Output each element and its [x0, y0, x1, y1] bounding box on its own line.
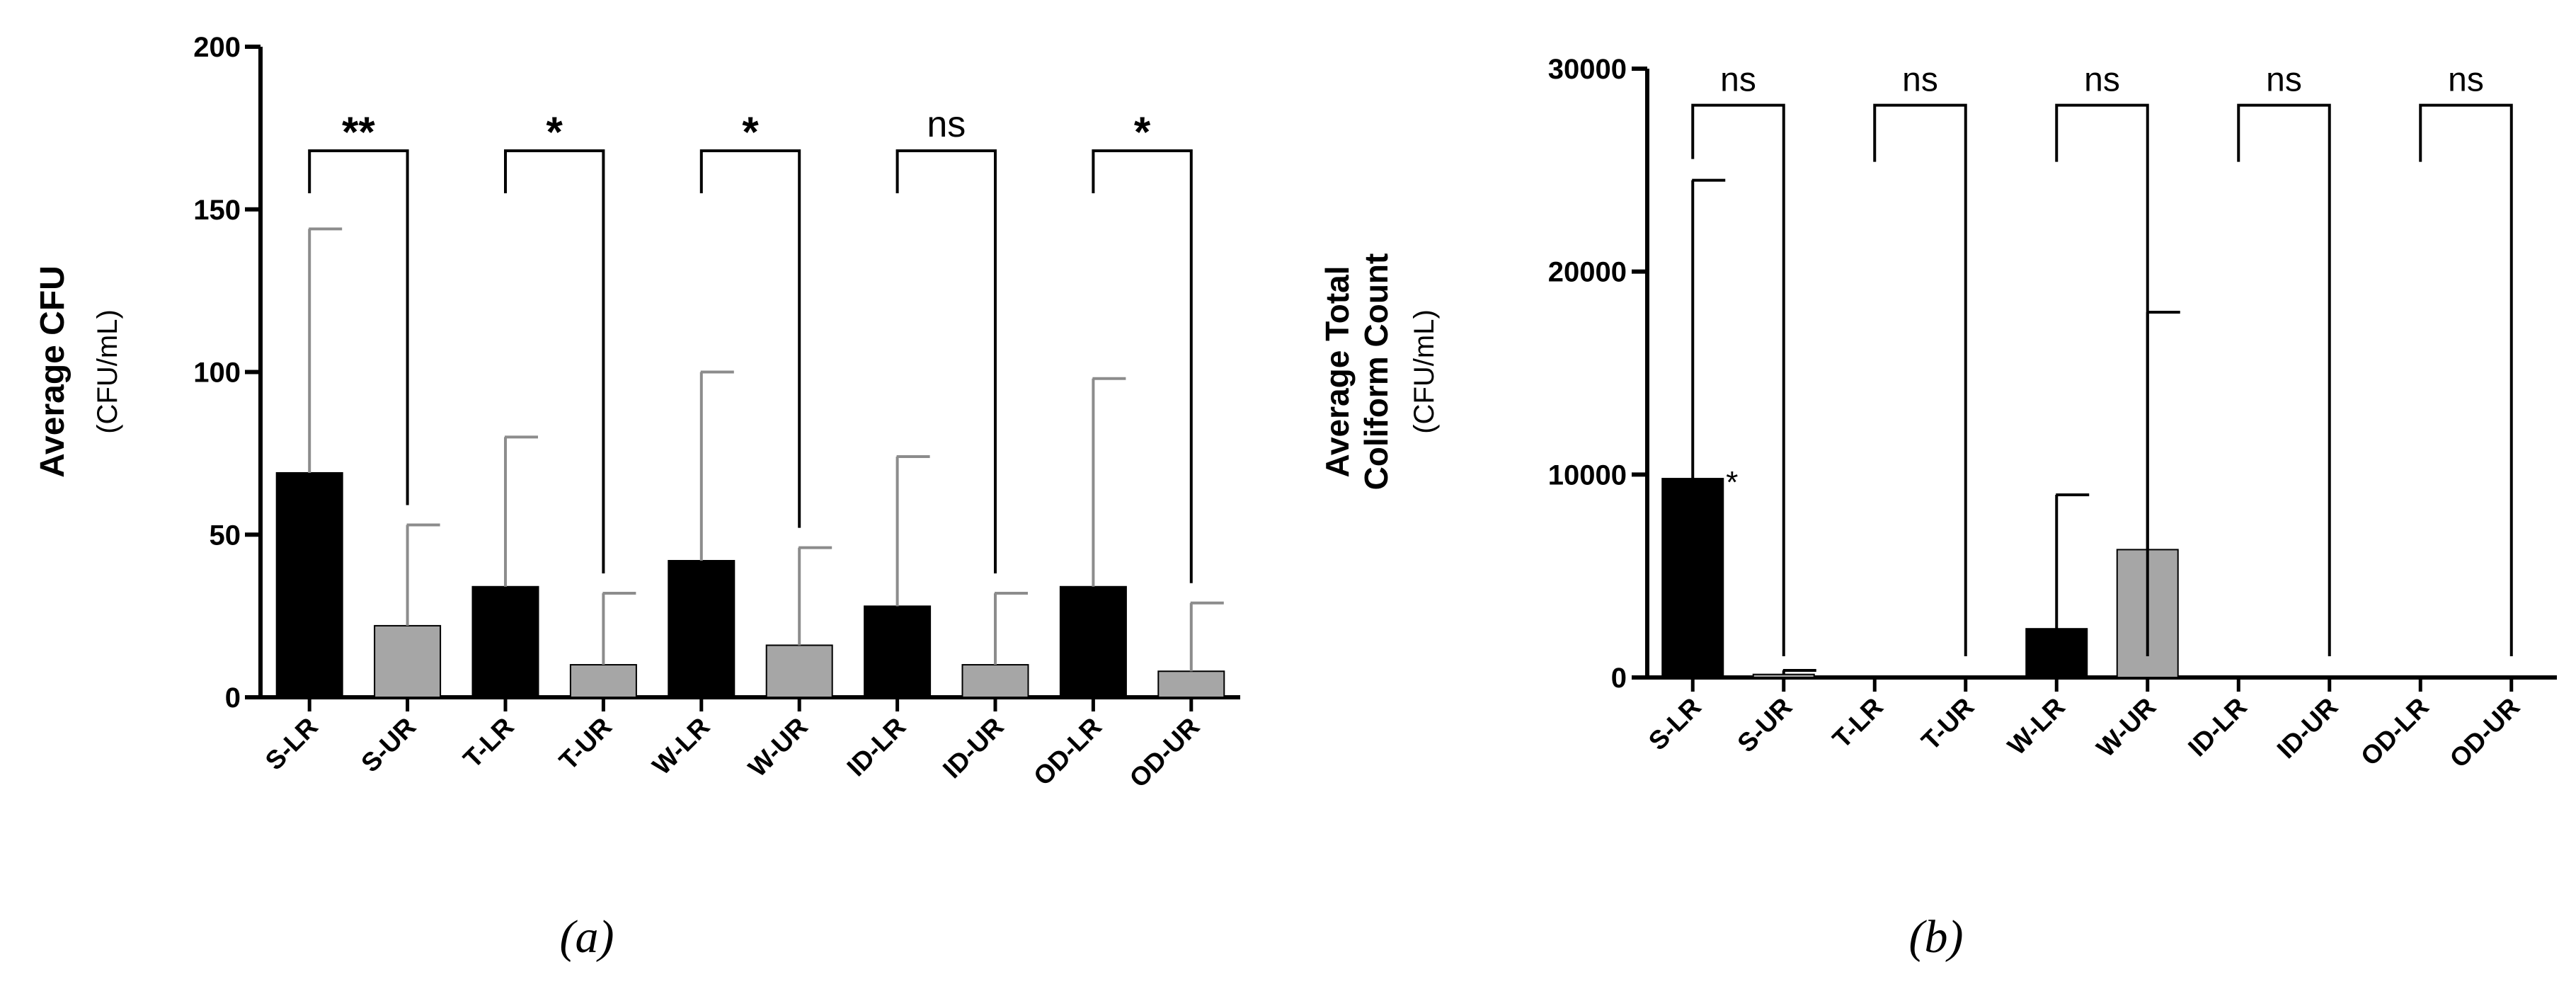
panel-caption: (b) [1909, 911, 1964, 963]
x-tick-label: T-LR [1827, 692, 1889, 754]
significance-bracket [2237, 103, 2331, 656]
bar-id-lr [864, 605, 932, 699]
bar-id-ur [961, 664, 1029, 698]
x-tick-label: OD-UR [1124, 712, 1206, 794]
significance-label: ** [342, 108, 375, 156]
bar-w-lr [668, 560, 735, 699]
y-axis-title-line2: Coliform Count [1358, 253, 1395, 491]
x-tick-label: OD-LR [1028, 712, 1107, 791]
x-tick-label: ID-UR [2272, 692, 2344, 765]
significance-bracket [2055, 103, 2149, 656]
bar-w-lr [2025, 628, 2088, 679]
x-tick-label: ID-UR [937, 712, 1009, 784]
significance-label: ns [927, 104, 966, 145]
y-axis-unit: (CFU/mL) [92, 309, 123, 434]
x-tick-label: S-UR [1731, 692, 1797, 758]
y-tick-label: 50 [210, 520, 241, 551]
significance-label: ns [1902, 62, 1938, 99]
significance-bracket [2419, 103, 2513, 656]
x-tick-label: S-LR [1643, 692, 1707, 756]
significance-label: ns [2084, 62, 2120, 99]
x-tick-label: S-UR [355, 712, 421, 778]
significance-bracket [504, 149, 605, 573]
bar-t-lr [471, 585, 539, 699]
x-tick-label: W-UR [743, 712, 813, 783]
chart-panel-b: 0 10000 20000 30000 Average Total Coliform Co… [1319, 54, 2557, 963]
bar-s-lr [275, 471, 343, 698]
bar-od-lr [1059, 585, 1127, 699]
significance-label: ns [1720, 62, 1756, 99]
x-tick-label: W-LR [647, 712, 716, 781]
significance-bracket [699, 149, 801, 528]
x-tick-label: W-UR [2091, 692, 2162, 763]
significance-bracket [1691, 103, 1785, 656]
x-tick-label: OD-LR [2355, 692, 2434, 772]
x-tick-label: T-LR [458, 712, 520, 774]
y-tick-label: 200 [193, 32, 241, 63]
y-tick-label: 0 [1611, 663, 1627, 694]
y-axis-title: Average Total [1319, 265, 1356, 477]
chart-panel-a: 0 50 100 150 200 Average CFU (CFU/mL) S-LR S-UR T… [34, 32, 1240, 963]
y-axis-title: Average CFU [34, 265, 71, 478]
panel-caption: (a) [560, 911, 614, 963]
y-axis-unit: (CFU/mL) [1409, 309, 1440, 434]
significance-label: ns [2448, 62, 2484, 99]
bar-s-ur [1752, 673, 1815, 679]
bar-s-ur [374, 624, 442, 698]
y-tick-label: 150 [193, 195, 241, 226]
y-tick-label: 20000 [1548, 257, 1627, 288]
x-tick-label: ID-LR [842, 712, 912, 782]
x-tick-label: T-UR [1916, 692, 1979, 756]
significance-label: * [742, 108, 759, 156]
x-tick-label: T-UR [554, 712, 617, 776]
bar-annotation: * [1726, 465, 1738, 500]
y-tick-label: 10000 [1548, 459, 1627, 491]
significance-label: * [1134, 108, 1151, 156]
y-tick-label: 30000 [1548, 54, 1627, 85]
x-tick-label: OD-UR [2444, 692, 2526, 774]
significance-label: * [546, 108, 563, 156]
significance-bracket [1092, 149, 1193, 583]
x-tick-label: S-LR [260, 712, 324, 776]
bar-od-ur [1157, 670, 1225, 698]
x-tick-label: W-LR [2002, 692, 2071, 761]
significance-bracket [1873, 103, 1967, 656]
bar-t-ur [569, 664, 637, 698]
y-tick-label: 100 [193, 357, 241, 389]
bar-w-ur [765, 644, 833, 698]
significance-label: ns [2266, 62, 2302, 99]
significance-bracket [895, 149, 997, 573]
y-tick-label: 0 [225, 682, 241, 714]
significance-bracket [308, 149, 409, 505]
x-tick-label: ID-LR [2182, 692, 2252, 762]
bar-s-lr [1661, 478, 1724, 678]
